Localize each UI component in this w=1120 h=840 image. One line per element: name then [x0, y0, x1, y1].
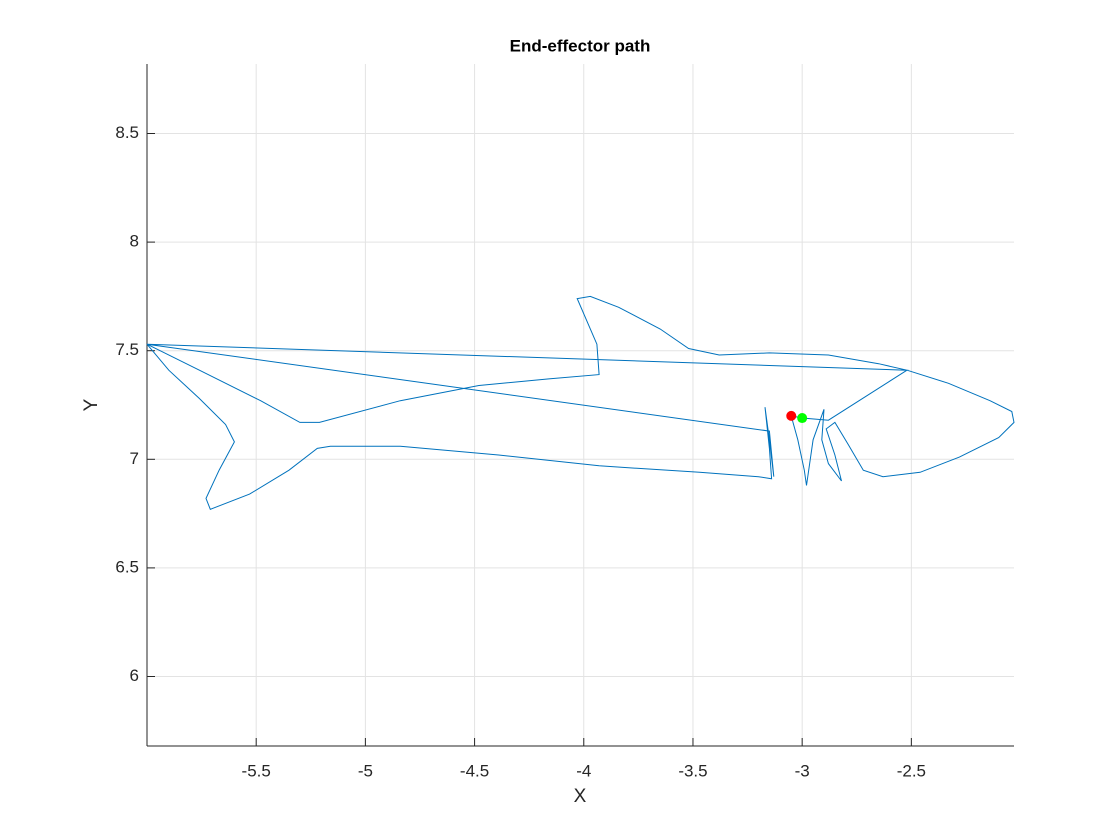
- y-tick-label: 6: [130, 666, 139, 685]
- y-tick-label: 7: [130, 449, 139, 468]
- x-tick-label: -5: [358, 761, 373, 780]
- y-tick-label: 8.5: [115, 123, 139, 142]
- x-tick-label: -4.5: [460, 761, 489, 780]
- x-tick-label: -3.5: [678, 761, 707, 780]
- point-marker: [797, 413, 808, 424]
- x-tick-label: -4: [576, 761, 591, 780]
- data-line: [146, 295, 1015, 510]
- y-tick-label: 8: [130, 232, 139, 251]
- x-axis-label: X: [574, 786, 587, 807]
- chart-title: End-effector path: [510, 36, 651, 55]
- x-tick-label: -5.5: [242, 761, 271, 780]
- point-marker: [786, 410, 797, 421]
- y-axis-label: Y: [81, 398, 102, 411]
- x-tick-label: -2.5: [897, 761, 926, 780]
- y-tick-label: 6.5: [115, 557, 139, 576]
- y-tick-label: 7.5: [115, 340, 139, 359]
- x-tick-label: -3: [795, 761, 810, 780]
